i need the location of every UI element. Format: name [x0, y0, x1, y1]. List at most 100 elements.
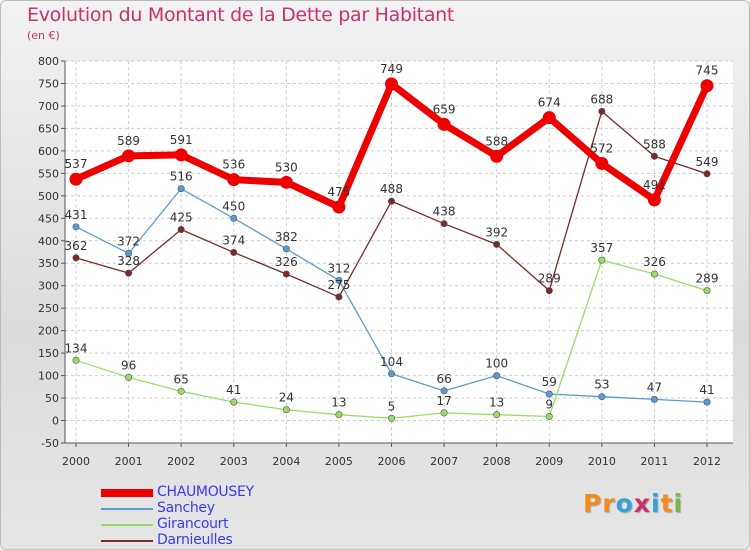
data-point [598, 256, 606, 264]
x-tick-label: 2009 [535, 455, 563, 468]
y-tick-label: 300 [38, 280, 59, 293]
data-label: 13 [331, 396, 346, 410]
data-point [72, 223, 80, 231]
data-point [387, 370, 395, 378]
x-tick-label: 2011 [640, 455, 668, 468]
data-point [387, 414, 395, 422]
data-label: 104 [380, 355, 403, 369]
data-point [703, 170, 711, 178]
data-label: 326 [275, 255, 298, 269]
data-point [335, 293, 343, 301]
data-point [440, 220, 448, 228]
data-point [542, 111, 556, 125]
data-point [647, 193, 661, 207]
logo-letter: P [583, 489, 603, 518]
data-label: 659 [433, 102, 456, 116]
data-label: 438 [433, 205, 456, 219]
data-point [335, 411, 343, 419]
y-tick-label: 200 [38, 325, 59, 338]
data-label: 536 [222, 158, 245, 172]
tick-labels: -50 0 50 100 150 200 250 300 350 400 450 500 550 600 6… [38, 55, 721, 468]
x-tick-label: 2007 [430, 455, 458, 468]
data-label: 425 [170, 211, 193, 225]
data-point [282, 270, 290, 278]
data-point [72, 356, 80, 364]
data-point [703, 287, 711, 295]
y-tick-label: 800 [38, 55, 59, 68]
y-tick-label: -50 [41, 437, 59, 450]
data-label: 289 [538, 272, 561, 286]
data-point [598, 393, 606, 401]
data-point [545, 412, 553, 420]
y-tick-label: 700 [38, 100, 59, 113]
data-label: 374 [222, 233, 245, 247]
data-label: 431 [65, 208, 88, 222]
data-label: 53 [594, 378, 609, 392]
data-label: 59 [542, 375, 557, 389]
data-point [545, 390, 553, 398]
y-tick-label: 150 [38, 347, 59, 360]
data-point [650, 395, 658, 403]
data-label: 66 [436, 372, 451, 386]
logo-letter: x [633, 489, 651, 518]
x-tick-label: 2000 [62, 455, 90, 468]
data-label: 749 [380, 62, 403, 76]
data-label: 17 [436, 394, 451, 408]
y-tick-label: 450 [38, 212, 59, 225]
data-label: 326 [643, 255, 666, 269]
data-point [177, 226, 185, 234]
chart-title: Evolution du Montant de la Dette par Hab… [27, 4, 455, 26]
data-point [332, 200, 346, 214]
x-tick-label: 2005 [325, 455, 353, 468]
data-label: 588 [485, 134, 508, 148]
data-point [440, 387, 448, 395]
data-label: 372 [117, 234, 140, 248]
legend-label: Darnieulles [157, 532, 233, 548]
data-label: 5 [388, 399, 396, 413]
data-point [125, 269, 133, 277]
legend-swatch [101, 489, 153, 497]
x-tick-label: 2001 [115, 455, 143, 468]
y-tick-label: 650 [38, 122, 59, 135]
data-point [227, 173, 241, 187]
data-label: 392 [485, 225, 508, 239]
axes [64, 61, 733, 444]
legend-swatch [101, 524, 153, 526]
data-label: 328 [117, 254, 140, 268]
y-tick-label: 750 [38, 77, 59, 90]
data-point [385, 77, 398, 91]
data-point [650, 152, 658, 160]
data-label: 134 [65, 341, 88, 355]
data-label: 516 [170, 170, 193, 184]
data-point [545, 287, 553, 295]
data-point [122, 149, 136, 163]
data-point [598, 107, 606, 115]
data-point [650, 270, 658, 278]
series-lines [69, 77, 714, 422]
logo-letter: i [651, 489, 661, 518]
data-label: 65 [174, 372, 189, 386]
x-tick-label: 2002 [167, 455, 195, 468]
data-label: 674 [538, 96, 561, 110]
data-point [493, 240, 501, 248]
data-point [493, 411, 501, 419]
data-point [490, 149, 504, 163]
x-tick-label: 2004 [272, 455, 300, 468]
data-point [230, 248, 238, 256]
data-label: 357 [590, 241, 613, 255]
data-point [72, 254, 80, 262]
data-point [174, 148, 188, 162]
data-label: 9 [545, 397, 553, 411]
data-label: 362 [65, 239, 88, 253]
y-tick-label: 100 [38, 370, 59, 383]
data-label: 312 [327, 261, 350, 275]
y-tick-label: 0 [52, 415, 59, 428]
data-point [282, 406, 290, 414]
data-label: 488 [380, 182, 403, 196]
data-label: 41 [699, 383, 714, 397]
data-label: 289 [696, 272, 719, 286]
y-tick-label: 250 [38, 302, 59, 315]
logo-letter: i [673, 489, 684, 518]
data-label: 491 [643, 178, 666, 192]
